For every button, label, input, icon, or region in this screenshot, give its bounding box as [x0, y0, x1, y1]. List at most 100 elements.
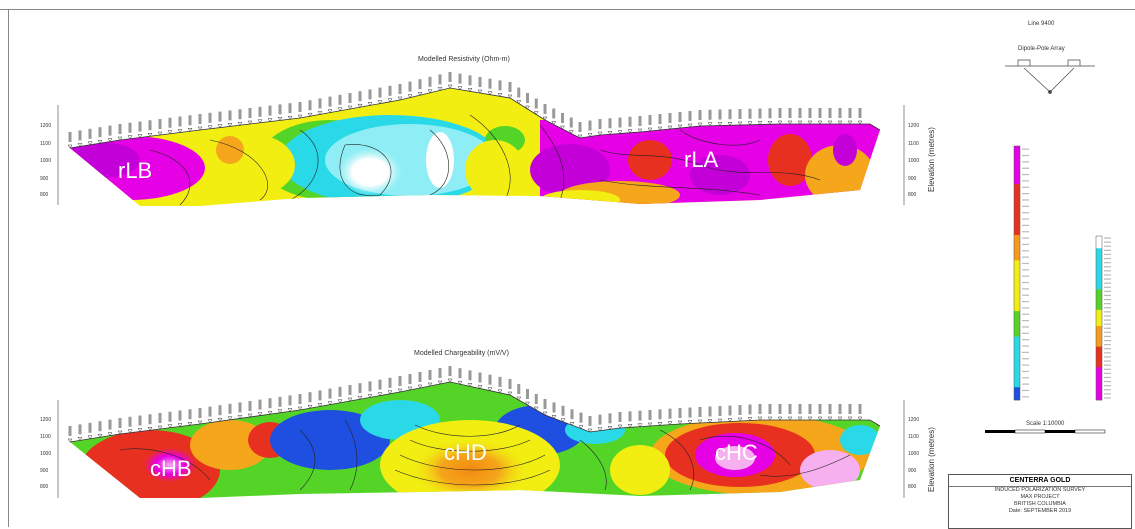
electrode-marker [297, 406, 303, 411]
electrode-marker [542, 411, 548, 416]
station-label-mark [288, 395, 292, 406]
electrode-marker [287, 408, 293, 412]
station-label-mark [688, 111, 692, 121]
electrode-markers [67, 72, 863, 443]
station-label-mark [498, 80, 502, 91]
color-scale-swatch [1096, 318, 1102, 323]
color-scale-swatch [1014, 215, 1020, 223]
electrode-marker [447, 378, 453, 383]
station-label-mark [98, 127, 102, 138]
electrode-marker [497, 389, 503, 394]
station-label-mark [198, 408, 202, 418]
color-scale-swatch [1096, 367, 1102, 372]
station-label-mark [608, 413, 612, 424]
color-scale-swatch [1096, 281, 1102, 286]
station-label-mark [278, 104, 282, 115]
station-label-mark [638, 116, 642, 126]
electrode-marker [516, 100, 522, 104]
station-label-mark [438, 74, 442, 85]
electrode-marker [237, 121, 243, 126]
electrode-marker [837, 416, 843, 421]
station-label-mark [818, 404, 822, 414]
svg-text:900: 900 [40, 468, 49, 474]
electrode-marker [767, 416, 773, 421]
color-scale-tick-mark [1022, 199, 1029, 201]
svg-text:1000: 1000 [40, 158, 51, 164]
station-label-mark [638, 410, 642, 421]
color-scale-tick-mark [1022, 294, 1029, 296]
electrode-marker [397, 96, 403, 101]
color-scale-tick-mark [1022, 300, 1029, 303]
array-schematic [1005, 59, 1095, 94]
station-label-mark [708, 406, 712, 417]
station-label-mark [748, 108, 752, 119]
frame-top-border [0, 9, 1135, 10]
electrode-marker [477, 89, 483, 94]
svg-text:800: 800 [908, 484, 917, 490]
color-scale-tick-mark [1104, 282, 1111, 284]
electrode-marker [627, 129, 633, 134]
station-label-mark [448, 72, 452, 82]
electrode-marker [697, 122, 703, 127]
color-scale-tick-mark [1022, 243, 1029, 246]
color-scale-tick-mark [1104, 311, 1111, 313]
color-scale-swatch [1096, 244, 1102, 249]
station-label-mark [698, 407, 702, 417]
electrode-marker [533, 111, 539, 115]
station-label-mark [218, 405, 222, 416]
color-scale-swatch [1096, 305, 1102, 311]
color-scale-swatch [1014, 146, 1020, 153]
electrode-marker [577, 134, 583, 139]
electrode-marker [637, 423, 643, 428]
electrode-marker [167, 130, 173, 135]
color-scale-tick-mark [1022, 339, 1029, 341]
color-scale-swatch [1014, 330, 1020, 337]
svg-text:1100: 1100 [40, 434, 51, 440]
station-label-mark [328, 388, 332, 399]
color-scale-tick-mark [1022, 161, 1029, 163]
electrode-marker [657, 126, 663, 131]
line-label: Line 9400 [1028, 21, 1055, 27]
station-label-mark [158, 413, 162, 423]
station-label-mark [778, 404, 782, 414]
color-scale-swatch [1014, 393, 1020, 401]
color-scale-swatch [1096, 285, 1102, 290]
title-block-date: Date: SEPTEMBER 2019 [1008, 508, 1072, 514]
station-label-mark [534, 98, 538, 109]
station-label-mark [728, 109, 732, 120]
electrode-marker [587, 428, 593, 433]
electrode-marker [551, 121, 557, 125]
station-label-mark [658, 114, 662, 124]
station-label-mark [688, 407, 692, 418]
electrode-marker [597, 427, 603, 432]
electrode-marker [197, 420, 203, 425]
electrode-marker [687, 123, 693, 128]
electrode-marker [67, 144, 73, 149]
svg-text:900: 900 [908, 468, 917, 474]
color-scale-tick-mark [1022, 154, 1029, 157]
color-scale-tick-mark [1022, 281, 1029, 284]
station-label-mark [128, 416, 132, 427]
station-label-mark [128, 122, 132, 133]
electrode-marker [227, 416, 233, 421]
color-scale-swatch [1096, 334, 1102, 339]
electrode-marker [797, 120, 803, 125]
electrode-marker [568, 130, 574, 134]
color-scale-tick-mark [1104, 356, 1111, 358]
electrode-marker [787, 416, 793, 421]
electrode-marker [857, 120, 863, 125]
electrode-marker [847, 416, 853, 421]
station-label-mark [288, 103, 292, 114]
station-label-mark [678, 408, 682, 418]
station-label-mark [808, 108, 812, 118]
color-scale-swatch [1014, 368, 1020, 375]
color-scale-tick-mark [1022, 173, 1029, 176]
electrode-marker [317, 111, 323, 115]
electrode-marker [757, 416, 763, 421]
electrode-marker [137, 428, 143, 432]
station-label-mark [78, 130, 82, 141]
electrode-marker [107, 138, 113, 143]
color-scale-tick-mark [1022, 224, 1029, 226]
color-scale-tick-mark [1104, 352, 1111, 354]
